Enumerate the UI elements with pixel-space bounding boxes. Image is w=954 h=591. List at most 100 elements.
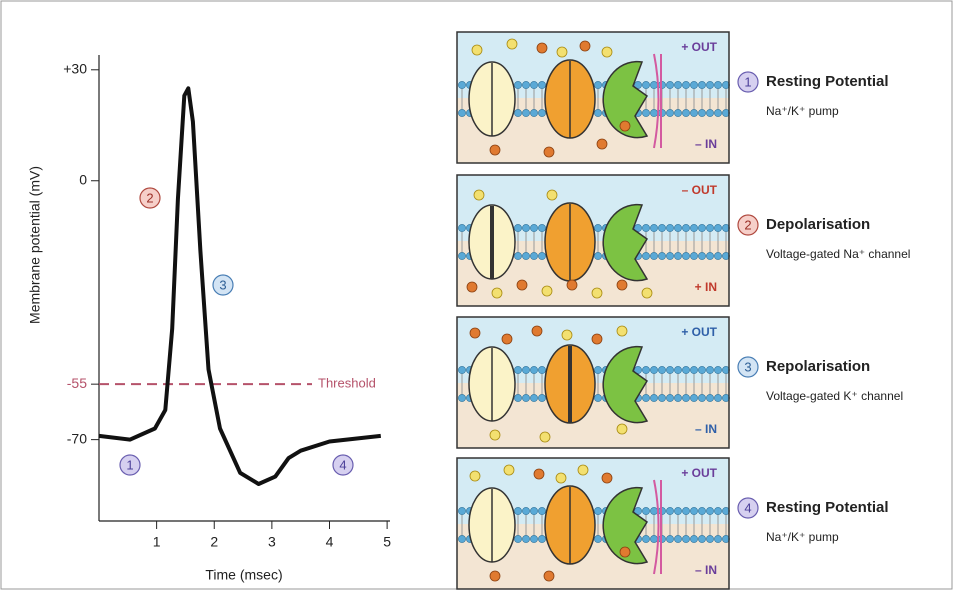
phase-title: Resting Potential: [766, 499, 889, 516]
lipid-head: [538, 366, 546, 374]
phase-subtitle: Voltage-gated Na⁺ channel: [766, 247, 910, 261]
na-ion: [601, 46, 613, 58]
phase-badge: [737, 71, 759, 93]
lipid-head: [522, 224, 530, 232]
in-label: – IN: [695, 563, 717, 577]
lipid-head: [706, 507, 714, 515]
x-axis-label: Time (msec): [205, 567, 282, 583]
lipid-head: [698, 252, 706, 260]
lipid-head: [698, 109, 706, 117]
x-tick-label: 2: [210, 534, 218, 550]
lipid-head: [530, 252, 538, 260]
lipid-head: [690, 252, 698, 260]
na-ion: [473, 189, 485, 201]
na-ion: [491, 287, 503, 299]
lipid-head: [522, 252, 530, 260]
phase-title: Resting Potential: [766, 73, 889, 90]
membrane-panel: [456, 31, 730, 164]
lipid-head: [706, 366, 714, 374]
lipid-head: [634, 224, 642, 232]
pump: [602, 203, 649, 282]
na-ion: [616, 423, 628, 435]
lipid-head: [538, 507, 546, 515]
lipid-head: [674, 507, 682, 515]
lipid-head: [522, 535, 530, 543]
lipid-head: [658, 366, 666, 374]
lipid-head: [666, 224, 674, 232]
pump-bracket: [653, 479, 662, 575]
lipid-head: [642, 252, 650, 260]
phase-subtitle: Na⁺/K⁺ pump: [766, 530, 839, 544]
lipid-head: [674, 535, 682, 543]
membrane-panel: [456, 457, 730, 590]
k-ion: [566, 279, 578, 291]
lipid-head: [514, 535, 522, 543]
lipid-head: [538, 109, 546, 117]
lipid-head: [530, 507, 538, 515]
lipid-head: [642, 81, 650, 89]
lipid-head: [514, 224, 522, 232]
lipid-head: [714, 394, 722, 402]
lipid-head: [594, 366, 602, 374]
lipid-head: [714, 535, 722, 543]
lipid-head: [698, 366, 706, 374]
k-ion: [616, 279, 628, 291]
lipid-head: [682, 81, 690, 89]
phase-subtitle: Voltage-gated K⁺ channel: [766, 389, 903, 403]
na-ion: [577, 464, 589, 476]
lipid-head: [698, 507, 706, 515]
lipid-head: [642, 109, 650, 117]
lipid-head: [690, 507, 698, 515]
membrane-panel: [456, 174, 730, 307]
lipid-head: [458, 535, 466, 543]
in-label: – IN: [695, 422, 717, 436]
lipid-head: [682, 224, 690, 232]
x-tick-label: 3: [268, 534, 276, 550]
phase-title: Repolarisation: [766, 358, 870, 375]
lipid-head: [706, 224, 714, 232]
k-ion: [489, 144, 501, 156]
phase-badge: [212, 274, 234, 296]
k-ion: [531, 325, 543, 337]
lipid-head: [666, 535, 674, 543]
phase-number: 1: [744, 74, 751, 89]
lipid-head: [538, 535, 546, 543]
k-ion: [466, 281, 478, 293]
na-ion: [641, 287, 653, 299]
lipid-head: [682, 366, 690, 374]
phase-number: 1: [126, 457, 133, 472]
lipid-head: [458, 109, 466, 117]
lipid-head: [514, 252, 522, 260]
k-ion: [601, 472, 613, 484]
lipid-head: [674, 81, 682, 89]
x-tick-label: 5: [383, 534, 391, 550]
lipid-head: [634, 366, 642, 374]
phase-badge: [119, 454, 141, 476]
lipid-head: [690, 535, 698, 543]
k-ion: [543, 146, 555, 158]
pump: [602, 345, 649, 424]
lipid-head: [530, 394, 538, 402]
lipid-head: [706, 81, 714, 89]
phase-number: 2: [146, 190, 153, 205]
k-ion: [619, 546, 631, 558]
na-ion: [591, 287, 603, 299]
panel-border: [456, 174, 730, 307]
k-ion: [543, 570, 555, 582]
lipid-head: [530, 224, 538, 232]
k-ion: [596, 138, 608, 150]
lipid-head: [666, 366, 674, 374]
y-tick-label: 0: [79, 171, 87, 187]
lipid-head: [594, 507, 602, 515]
na-ion: [469, 470, 481, 482]
na-ion: [471, 44, 483, 56]
lipid-head: [658, 252, 666, 260]
lipid-head: [458, 224, 466, 232]
na-ion: [541, 285, 553, 297]
phase-badge: [139, 187, 161, 209]
lipid-head: [642, 535, 650, 543]
lipid-head: [642, 394, 650, 402]
k-ion: [489, 570, 501, 582]
panel-border: [456, 457, 730, 590]
lipid-head: [458, 81, 466, 89]
